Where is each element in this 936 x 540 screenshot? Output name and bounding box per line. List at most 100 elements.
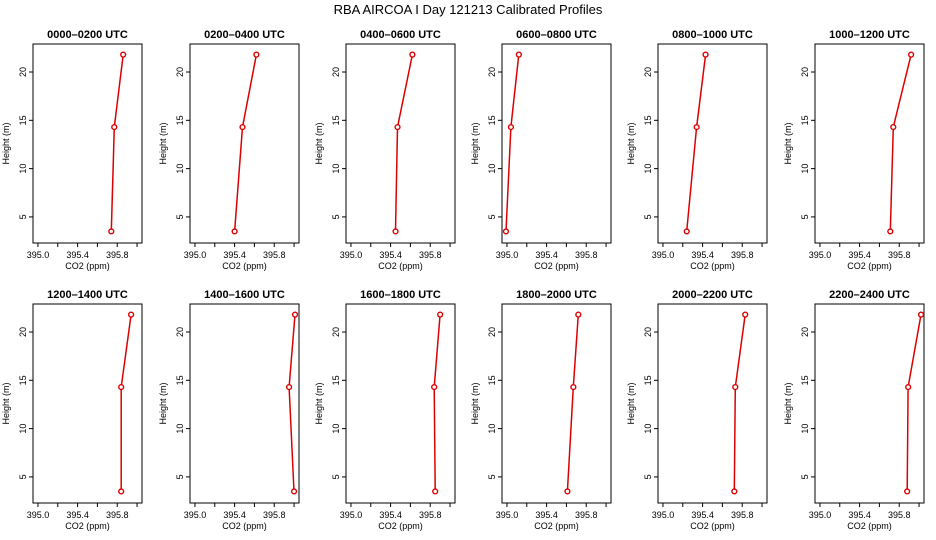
- chart-panel: 1000–1200 UTC 395.0 395.4 395.8 5 10 15 20 CO2 (…: [783, 29, 925, 271]
- y-tick-label: 20: [175, 67, 185, 77]
- y-tick-label: 5: [331, 474, 341, 479]
- profile-line: [288, 314, 296, 492]
- profile-point: [908, 51, 915, 58]
- x-tick-label: 395.4: [848, 510, 871, 520]
- y-tick-label: 15: [487, 375, 497, 385]
- y-tick-label: 20: [331, 327, 341, 337]
- profile-line: [566, 314, 580, 492]
- y-tick-label: 5: [175, 474, 185, 479]
- x-tick-label: 395.8: [888, 250, 911, 260]
- plot-frame: [814, 43, 925, 244]
- y-axis-label: Height (m): [314, 382, 324, 424]
- y-axis-label: Height (m): [470, 122, 480, 164]
- plot-frame: [814, 303, 925, 504]
- y-tick-label: 15: [800, 115, 810, 125]
- chart-panel: 1800–2000 UTC 395.0 395.4 395.8 5 10 15 20 CO2 (…: [470, 289, 612, 531]
- y-axis-label: Height (m): [783, 122, 793, 164]
- chart-panel: 0800–1000 UTC 395.0 395.4 395.8 5 10 15 20 CO2 (…: [626, 29, 768, 271]
- x-tick-label: 395.0: [340, 510, 363, 520]
- profile-point: [409, 51, 416, 58]
- panel-title: 1400–1600 UTC: [204, 289, 285, 301]
- chart-panel: 2000–2200 UTC 395.0 395.4 395.8 5 10 15 20 CO2 (…: [626, 289, 768, 531]
- y-tick-label: 10: [331, 424, 341, 434]
- profile-point: [507, 123, 515, 131]
- x-tick-label: 395.0: [809, 510, 832, 520]
- profile-point: [394, 123, 401, 131]
- profile-line: [233, 54, 258, 232]
- x-tick-label: 395.8: [731, 510, 754, 520]
- y-tick-label: 15: [487, 115, 497, 125]
- chart-panel: 2200–2400 UTC 395.0 395.4 395.8 5 10 15 20 CO2 (…: [783, 289, 925, 531]
- panel-grid: 0000–0200 UTC 395.0 395.4 395.8 5 10 15 20 CO2 (…: [1, 29, 925, 531]
- x-tick-label: 395.8: [263, 250, 286, 260]
- panel-title: 1800–2000 UTC: [516, 289, 597, 301]
- chart-panel: 1200–1400 UTC 395.0 395.4 395.8 5 10 15 20 CO2 (…: [1, 289, 143, 531]
- plot-frame: [501, 303, 612, 504]
- profile-point: [502, 228, 510, 235]
- x-tick-label: 395.0: [27, 510, 50, 520]
- profile-line: [120, 314, 132, 492]
- plot-frame: [501, 43, 612, 244]
- chart-panel: 1600–1800 UTC 395.0 395.4 395.8 5 10 15 20 CO2 (…: [314, 289, 456, 531]
- y-axis-label: Height (m): [626, 382, 636, 424]
- chart-panel: 0000–0200 UTC 395.0 395.4 395.8 5 10 15 20 CO2 (…: [1, 29, 143, 271]
- y-tick-label: 5: [175, 214, 185, 219]
- y-tick-label: 20: [175, 327, 185, 337]
- x-axis-label: CO2 (ppm): [690, 521, 735, 531]
- x-tick-label: 395.8: [106, 250, 129, 260]
- x-tick-label: 395.8: [888, 510, 911, 520]
- profile-point: [291, 311, 299, 318]
- profile-point: [564, 488, 571, 495]
- profile-point: [742, 311, 749, 318]
- y-tick-label: 15: [331, 375, 341, 385]
- x-axis-label: CO2 (ppm): [534, 261, 579, 271]
- y-tick-label: 5: [18, 214, 28, 219]
- y-tick-label: 5: [487, 474, 497, 479]
- panel-title: 0200–0400 UTC: [204, 29, 285, 41]
- x-axis-label: CO2 (ppm): [378, 261, 423, 271]
- profile-point: [917, 311, 925, 318]
- profile-point: [515, 51, 522, 58]
- panel-title: 1000–1200 UTC: [829, 29, 910, 41]
- profile-point: [120, 51, 127, 58]
- profile-line: [685, 54, 707, 232]
- panel-title: 2000–2200 UTC: [672, 289, 753, 301]
- y-tick-label: 10: [487, 424, 497, 434]
- y-tick-label: 10: [175, 164, 185, 174]
- x-tick-label: 395.4: [223, 250, 246, 260]
- x-axis-label: CO2 (ppm): [690, 261, 735, 271]
- panel-title: 0600–0800 UTC: [516, 29, 597, 41]
- panel-title: 0000–0200 UTC: [47, 29, 128, 41]
- x-tick-label: 395.0: [496, 250, 519, 260]
- y-tick-label: 5: [18, 474, 28, 479]
- y-tick-label: 10: [800, 164, 810, 174]
- y-axis-label: Height (m): [626, 122, 636, 164]
- x-tick-label: 395.4: [66, 510, 89, 520]
- panel-title: 0800–1000 UTC: [672, 29, 753, 41]
- x-tick-label: 395.0: [184, 250, 207, 260]
- y-tick-label: 5: [487, 214, 497, 219]
- y-axis-label: Height (m): [1, 382, 11, 424]
- x-tick-label: 395.0: [340, 250, 363, 260]
- y-tick-label: 20: [800, 327, 810, 337]
- profile-point: [290, 488, 298, 495]
- x-axis-label: CO2 (ppm): [65, 261, 110, 271]
- figure-title: RBA AIRCOA I Day 121213 Calibrated Profi…: [334, 2, 603, 17]
- y-tick-label: 10: [331, 164, 341, 174]
- x-tick-label: 395.8: [106, 510, 129, 520]
- plot-frame: [189, 43, 300, 244]
- profile-point: [904, 488, 911, 495]
- x-tick-label: 395.0: [184, 510, 207, 520]
- x-tick-label: 395.4: [379, 250, 402, 260]
- x-axis-label: CO2 (ppm): [222, 521, 267, 531]
- y-tick-label: 10: [643, 424, 653, 434]
- profile-point: [118, 383, 125, 391]
- profile-point: [431, 383, 438, 391]
- x-tick-label: 395.8: [731, 250, 754, 260]
- profile-point: [887, 228, 894, 235]
- profile-line: [906, 314, 922, 492]
- x-tick-label: 395.4: [379, 510, 402, 520]
- plot-frame: [657, 43, 768, 244]
- y-axis-label: Height (m): [314, 122, 324, 164]
